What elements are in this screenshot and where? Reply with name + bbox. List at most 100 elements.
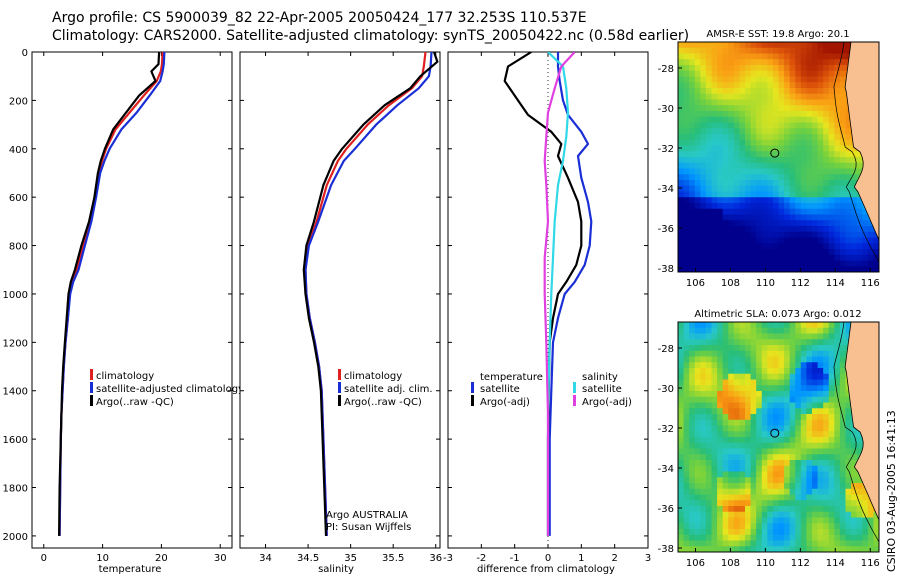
- map-cell: [683, 408, 690, 415]
- map-cell: [739, 534, 746, 542]
- x-tick-label: 20: [155, 553, 168, 564]
- map-cell: [851, 191, 858, 198]
- map-cell: [700, 345, 707, 352]
- map-cell: [784, 368, 791, 375]
- map-cell: [761, 391, 768, 398]
- map-cell: [705, 408, 713, 415]
- map-cell: [767, 419, 774, 427]
- map-cell: [722, 511, 729, 519]
- map-cell: [772, 431, 780, 438]
- map-cell: [789, 408, 796, 415]
- map-cell: [739, 249, 746, 256]
- map-cell: [728, 145, 735, 152]
- map-cell: [711, 437, 718, 444]
- map-cell: [767, 454, 774, 461]
- map-cell: [812, 76, 819, 83]
- map-cell: [784, 151, 791, 158]
- map-cell: [834, 529, 841, 536]
- map-cell: [717, 419, 724, 427]
- map-cell: [689, 260, 696, 267]
- map-cell: [812, 128, 819, 135]
- map-cell: [700, 339, 707, 346]
- map-cell: [784, 180, 791, 187]
- map-cell: [828, 379, 835, 386]
- map-cell: [694, 243, 701, 250]
- map-cell: [711, 356, 718, 363]
- map-cell: [733, 437, 741, 444]
- map-cell: [784, 448, 791, 455]
- map-cell: [778, 180, 785, 187]
- map-cell: [772, 226, 780, 233]
- map-cell: [817, 231, 824, 239]
- map-cell: [767, 65, 774, 72]
- map-cell: [678, 419, 685, 427]
- map-cell: [733, 350, 741, 358]
- map-cell: [728, 368, 735, 375]
- map-cell: [789, 191, 796, 198]
- map-cell: [767, 540, 774, 547]
- difference-legend-temperature: temperature satellite Argo(-adj): [471, 372, 543, 408]
- map-cell: [845, 266, 852, 272]
- map-cell: [733, 76, 741, 83]
- map-cell: [795, 414, 802, 421]
- map-cell: [728, 243, 735, 250]
- map-cell: [778, 494, 785, 501]
- map-cell: [806, 197, 813, 204]
- map-cell: [845, 448, 852, 455]
- map-cell: [711, 350, 718, 358]
- map-cell: [728, 116, 735, 124]
- map-cell: [845, 116, 852, 124]
- map-cell: [700, 243, 707, 250]
- map-cell: [800, 203, 808, 210]
- map-cell: [823, 266, 830, 272]
- map-cell: [745, 500, 752, 507]
- map-cell: [739, 419, 746, 427]
- map-cell: [856, 208, 863, 216]
- map-cell: [689, 70, 696, 78]
- map-cell: [711, 460, 718, 467]
- map-cell: [772, 368, 780, 375]
- map-cell: [728, 483, 735, 490]
- map-cell: [711, 327, 718, 335]
- map-cell: [750, 203, 757, 210]
- map-cell: [700, 500, 707, 507]
- map-cell: [739, 111, 746, 118]
- map-cell: [683, 391, 690, 398]
- map-cell: [789, 414, 796, 421]
- map-cell: [678, 47, 685, 55]
- map-cell: [728, 214, 735, 221]
- map-cell: [728, 76, 735, 83]
- map-cell: [678, 197, 685, 204]
- map-cell: [683, 523, 690, 530]
- map-cell: [834, 460, 841, 467]
- map-cell: [772, 477, 780, 484]
- map-cell: [745, 157, 752, 164]
- map-cell: [717, 546, 724, 552]
- map-cell: [778, 59, 785, 66]
- map-y-tick-label: -32: [658, 424, 674, 435]
- map-cell: [689, 477, 696, 484]
- map-cell: [745, 88, 752, 95]
- map-cell: [728, 231, 735, 239]
- map-cell: [733, 53, 741, 60]
- map-cell: [717, 208, 724, 216]
- x-tick-label: 0: [41, 553, 47, 564]
- map-cell: [772, 517, 780, 524]
- map-cell: [767, 220, 774, 227]
- map-cell: [767, 362, 774, 369]
- map-cell: [806, 356, 813, 363]
- map-cell: [733, 203, 741, 210]
- map-cell: [812, 345, 819, 352]
- map-cell: [823, 116, 830, 124]
- map-cell: [739, 116, 746, 124]
- map-cell: [722, 345, 729, 352]
- map-cell: [828, 88, 835, 95]
- map-cell: [795, 511, 802, 519]
- map-cell: [689, 93, 696, 101]
- map-cell: [739, 237, 746, 244]
- map-cell: [856, 214, 863, 221]
- map-cell: [767, 128, 774, 135]
- map-cell: [717, 540, 724, 547]
- map-cell: [772, 76, 780, 83]
- map-cell: [717, 414, 724, 421]
